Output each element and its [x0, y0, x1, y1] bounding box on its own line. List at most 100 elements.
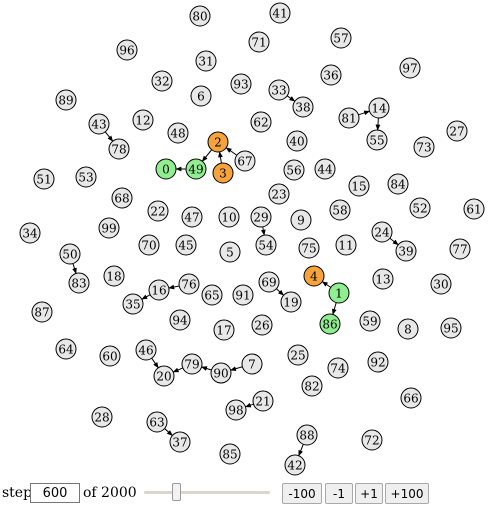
- node-90[interactable]: 90: [210, 362, 232, 384]
- node-35[interactable]: 35: [122, 293, 144, 315]
- node-6[interactable]: 6: [190, 85, 212, 107]
- node-51[interactable]: 51: [33, 168, 55, 190]
- node-43[interactable]: 43: [88, 113, 110, 135]
- node-81[interactable]: 81: [338, 107, 360, 129]
- node-3[interactable]: 3: [212, 162, 234, 184]
- node-52[interactable]: 52: [409, 197, 431, 219]
- node-55[interactable]: 55: [366, 129, 388, 151]
- node-63[interactable]: 63: [146, 411, 168, 433]
- node-8[interactable]: 8: [397, 318, 419, 340]
- node-59[interactable]: 59: [359, 310, 381, 332]
- node-68[interactable]: 68: [111, 187, 133, 209]
- node-13[interactable]: 13: [372, 268, 394, 290]
- node-34[interactable]: 34: [19, 222, 41, 244]
- node-66[interactable]: 66: [400, 387, 422, 409]
- node-50[interactable]: 50: [59, 243, 81, 265]
- slider-thumb[interactable]: [172, 483, 181, 501]
- node-17[interactable]: 17: [213, 319, 235, 341]
- node-30[interactable]: 30: [430, 273, 452, 295]
- node-22[interactable]: 22: [147, 200, 169, 222]
- node-7[interactable]: 7: [241, 353, 263, 375]
- node-56[interactable]: 56: [283, 159, 305, 181]
- node-23[interactable]: 23: [268, 183, 290, 205]
- node-4[interactable]: 4: [303, 265, 325, 287]
- node-84[interactable]: 84: [387, 173, 409, 195]
- node-79[interactable]: 79: [181, 353, 203, 375]
- node-21[interactable]: 21: [252, 390, 274, 412]
- step-minus-1-button[interactable]: -1: [325, 483, 353, 504]
- node-73[interactable]: 73: [413, 136, 435, 158]
- node-32[interactable]: 32: [151, 70, 173, 92]
- node-36[interactable]: 36: [320, 64, 342, 86]
- node-37[interactable]: 37: [169, 431, 191, 453]
- node-46[interactable]: 46: [135, 339, 157, 361]
- node-65[interactable]: 65: [201, 284, 223, 306]
- node-71[interactable]: 71: [248, 31, 270, 53]
- node-96[interactable]: 96: [116, 39, 138, 61]
- node-54[interactable]: 54: [255, 234, 277, 256]
- node-85[interactable]: 85: [219, 443, 241, 465]
- node-64[interactable]: 64: [55, 338, 77, 360]
- node-1[interactable]: 1: [328, 282, 350, 304]
- node-38[interactable]: 38: [292, 96, 314, 118]
- node-25[interactable]: 25: [287, 344, 309, 366]
- node-60[interactable]: 60: [99, 345, 121, 367]
- node-92[interactable]: 92: [367, 351, 389, 373]
- node-31[interactable]: 31: [195, 50, 217, 72]
- step-minus-100-button[interactable]: -100: [282, 483, 322, 504]
- node-15[interactable]: 15: [348, 175, 370, 197]
- node-39[interactable]: 39: [395, 240, 417, 262]
- node-74[interactable]: 74: [327, 357, 349, 379]
- node-83[interactable]: 83: [68, 272, 90, 294]
- node-20[interactable]: 20: [153, 365, 175, 387]
- node-72[interactable]: 72: [361, 429, 383, 451]
- node-69[interactable]: 69: [258, 271, 280, 293]
- node-61[interactable]: 61: [463, 198, 485, 220]
- node-19[interactable]: 19: [280, 291, 302, 313]
- node-80[interactable]: 80: [189, 5, 211, 27]
- node-48[interactable]: 48: [167, 122, 189, 144]
- node-62[interactable]: 62: [250, 111, 272, 133]
- node-0[interactable]: 0: [155, 158, 177, 180]
- node-94[interactable]: 94: [169, 309, 191, 331]
- node-97[interactable]: 97: [399, 57, 421, 79]
- node-2[interactable]: 2: [207, 131, 229, 153]
- node-11[interactable]: 11: [335, 234, 357, 256]
- node-93[interactable]: 93: [230, 73, 252, 95]
- node-44[interactable]: 44: [314, 158, 336, 180]
- node-58[interactable]: 58: [329, 199, 351, 221]
- node-86[interactable]: 86: [319, 313, 341, 335]
- node-87[interactable]: 87: [31, 301, 53, 323]
- node-53[interactable]: 53: [75, 166, 97, 188]
- node-40[interactable]: 40: [286, 130, 308, 152]
- node-77[interactable]: 77: [449, 238, 471, 260]
- node-16[interactable]: 16: [148, 279, 170, 301]
- node-9[interactable]: 9: [290, 209, 312, 231]
- node-10[interactable]: 10: [218, 206, 240, 228]
- node-29[interactable]: 29: [250, 206, 272, 228]
- step-slider[interactable]: [140, 483, 272, 503]
- node-91[interactable]: 91: [232, 284, 254, 306]
- node-76[interactable]: 76: [178, 273, 200, 295]
- step-plus-1-button[interactable]: +1: [355, 483, 383, 504]
- node-41[interactable]: 41: [269, 2, 291, 24]
- node-70[interactable]: 70: [138, 234, 160, 256]
- node-26[interactable]: 26: [251, 314, 273, 336]
- node-18[interactable]: 18: [103, 265, 125, 287]
- node-95[interactable]: 95: [440, 317, 462, 339]
- node-45[interactable]: 45: [175, 234, 197, 256]
- node-28[interactable]: 28: [91, 406, 113, 428]
- node-89[interactable]: 89: [55, 89, 77, 111]
- node-33[interactable]: 33: [268, 79, 290, 101]
- node-75[interactable]: 75: [298, 237, 320, 259]
- node-82[interactable]: 82: [301, 375, 323, 397]
- node-5[interactable]: 5: [219, 241, 241, 263]
- step-plus-100-button[interactable]: +100: [385, 483, 429, 504]
- node-57[interactable]: 57: [330, 27, 352, 49]
- node-14[interactable]: 14: [368, 97, 390, 119]
- node-67[interactable]: 67: [234, 150, 256, 172]
- node-27[interactable]: 27: [446, 120, 468, 142]
- node-88[interactable]: 88: [296, 424, 318, 446]
- node-42[interactable]: 42: [284, 454, 306, 476]
- node-47[interactable]: 47: [181, 206, 203, 228]
